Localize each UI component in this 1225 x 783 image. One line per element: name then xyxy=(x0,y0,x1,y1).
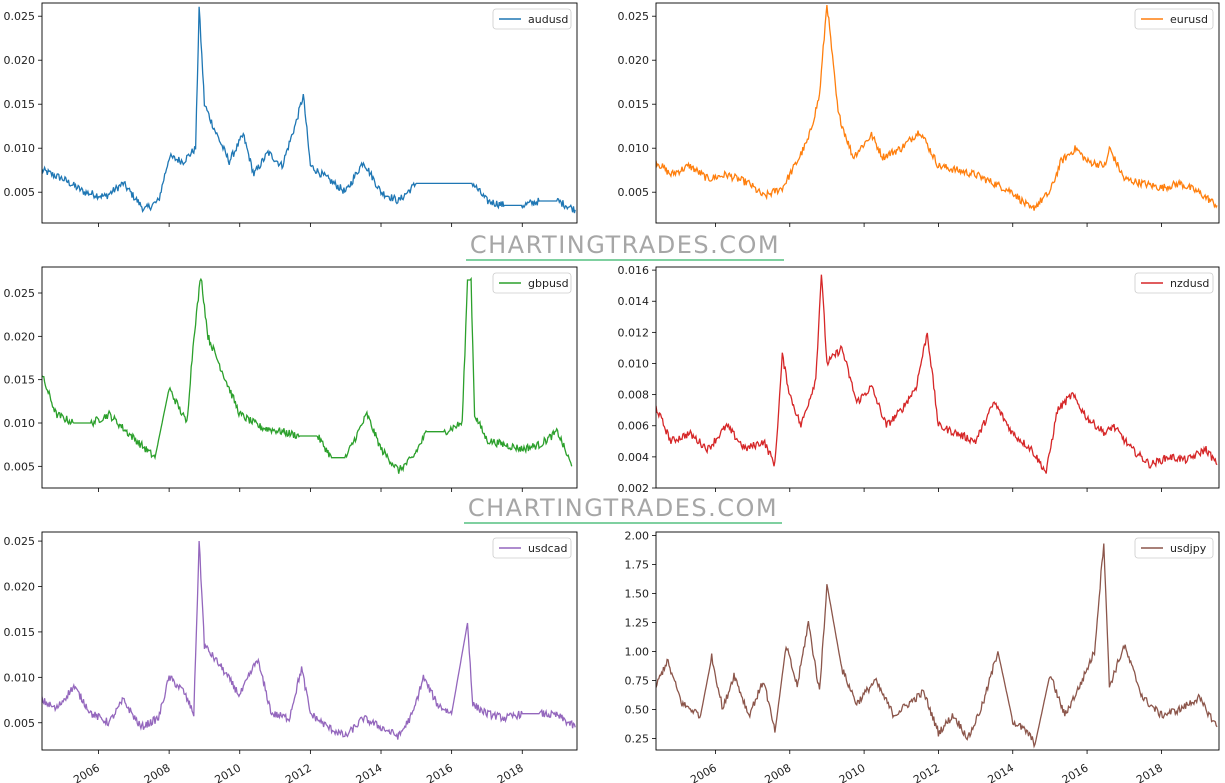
x-tick-label: 2006 xyxy=(71,761,102,783)
series-line-nzdusd xyxy=(656,274,1218,474)
y-tick-label: 0.015 xyxy=(618,98,650,111)
chart-gbpusd: 0.005 0.010 0.015 0.020 0.025 gbpusd xyxy=(4,266,578,492)
x-tick-label: 2016 xyxy=(1060,761,1091,783)
x-tick-label: 2014 xyxy=(354,761,385,783)
y-tick-label: 0.015 xyxy=(4,98,36,111)
y-tick-label: 1.00 xyxy=(625,645,650,658)
x-tick-label: 2006 xyxy=(688,761,719,783)
y-tick-label: 0.75 xyxy=(625,674,650,687)
y-tick-label: 0.010 xyxy=(4,671,36,684)
x-tick-label: 2010 xyxy=(837,761,868,783)
x-tick-label: 2014 xyxy=(986,761,1017,783)
series-line-usdjpy xyxy=(656,543,1218,749)
legend-box xyxy=(492,8,572,30)
y-tick-label: 0.50 xyxy=(625,703,650,716)
series-line-gbpusd xyxy=(42,276,573,474)
chart-nzdusd: 0.002 0.004 0.006 0.008 0.010 0.012 0.014 0.016… xyxy=(618,264,1220,495)
legend: audusd xyxy=(492,8,572,30)
x-tick-label: 2018 xyxy=(1134,761,1165,783)
axes-frame xyxy=(655,2,1220,224)
watermark-bottom: CHARTINGTRADES.COM xyxy=(464,494,782,524)
y-tick-label: 0.012 xyxy=(618,326,650,339)
legend: eurusd xyxy=(1134,8,1214,30)
axes-frame xyxy=(41,2,578,224)
series-line-eurusd xyxy=(656,5,1218,211)
y-tick-label: 0.002 xyxy=(618,482,650,495)
legend-label: gbpusd xyxy=(528,277,569,290)
x-tick-label: 2010 xyxy=(213,761,244,783)
y-tick-label: 0.004 xyxy=(618,451,650,464)
legend-label: nzdusd xyxy=(1170,277,1209,290)
legend-box xyxy=(1134,272,1214,294)
y-tick-label: 0.005 xyxy=(618,186,650,199)
y-tick-label: 0.014 xyxy=(618,295,650,308)
legend-box xyxy=(1134,537,1214,559)
legend-label: audusd xyxy=(528,13,568,26)
y-tick-label: 0.025 xyxy=(4,10,36,23)
y-tick-label: 0.025 xyxy=(618,10,650,23)
y-tick-label: 1.75 xyxy=(625,558,650,571)
legend: nzdusd xyxy=(1134,272,1214,294)
chart-usdjpy: 0.25 0.50 0.75 1.00 1.25 1.50 1.75 2.00 2006 2008… xyxy=(625,529,1220,783)
y-tick-label: 2.00 xyxy=(625,529,650,542)
y-tick-label: 0.016 xyxy=(618,264,650,277)
x-tick-label: 2012 xyxy=(283,761,314,783)
axes-frame xyxy=(41,266,578,489)
x-tick-label: 2008 xyxy=(142,761,173,783)
y-tick-label: 0.005 xyxy=(4,186,36,199)
y-tick-label: 1.50 xyxy=(625,587,650,600)
legend: usdjpy xyxy=(1134,537,1214,559)
legend-label: usdjpy xyxy=(1170,542,1207,555)
y-tick-label: 0.25 xyxy=(625,732,650,745)
y-tick-label: 0.005 xyxy=(4,460,36,473)
y-tick-label: 0.020 xyxy=(4,54,36,67)
x-tick-label: 2018 xyxy=(495,761,526,783)
chart-eurusd: 0.005 0.010 0.015 0.020 0.025 eurusd xyxy=(618,2,1220,227)
y-tick-label: 0.025 xyxy=(4,535,36,548)
series-line-audusd xyxy=(42,6,576,214)
legend-label: eurusd xyxy=(1170,13,1208,26)
legend-label: usdcad xyxy=(528,542,567,555)
y-tick-label: 0.020 xyxy=(618,54,650,67)
legend-box xyxy=(1134,8,1214,30)
y-tick-label: 1.25 xyxy=(625,616,650,629)
x-tick-label: 2008 xyxy=(763,761,794,783)
legend-box xyxy=(492,272,572,294)
y-tick-label: 0.020 xyxy=(4,581,36,594)
y-tick-label: 0.010 xyxy=(618,142,650,155)
legend-box xyxy=(492,537,572,559)
y-tick-label: 0.015 xyxy=(4,626,36,639)
legend: usdcad xyxy=(492,537,572,559)
x-tick-label: 2016 xyxy=(424,761,455,783)
y-tick-label: 0.010 xyxy=(4,417,36,430)
y-tick-label: 0.015 xyxy=(4,374,36,387)
chart-audusd: 0.005 0.010 0.015 0.020 0.025 audusd xyxy=(4,2,578,227)
axes-frame xyxy=(655,266,1220,489)
chart-usdcad: 0.005 0.010 0.015 0.020 0.025 2006 2008 2010 201… xyxy=(4,531,578,783)
y-tick-label: 0.020 xyxy=(4,330,36,343)
y-tick-label: 0.008 xyxy=(618,389,650,402)
y-tick-label: 0.025 xyxy=(4,287,36,300)
watermark-top: CHARTINGTRADES.COM xyxy=(466,231,784,261)
y-tick-label: 0.010 xyxy=(4,142,36,155)
series-line-usdcad xyxy=(42,540,576,740)
y-tick-label: 0.010 xyxy=(618,357,650,370)
y-tick-label: 0.006 xyxy=(618,420,650,433)
axes-frame xyxy=(655,531,1220,751)
y-tick-label: 0.005 xyxy=(4,717,36,730)
legend: gbpusd xyxy=(492,272,572,294)
x-tick-label: 2012 xyxy=(911,761,942,783)
axes-frame xyxy=(41,531,578,751)
